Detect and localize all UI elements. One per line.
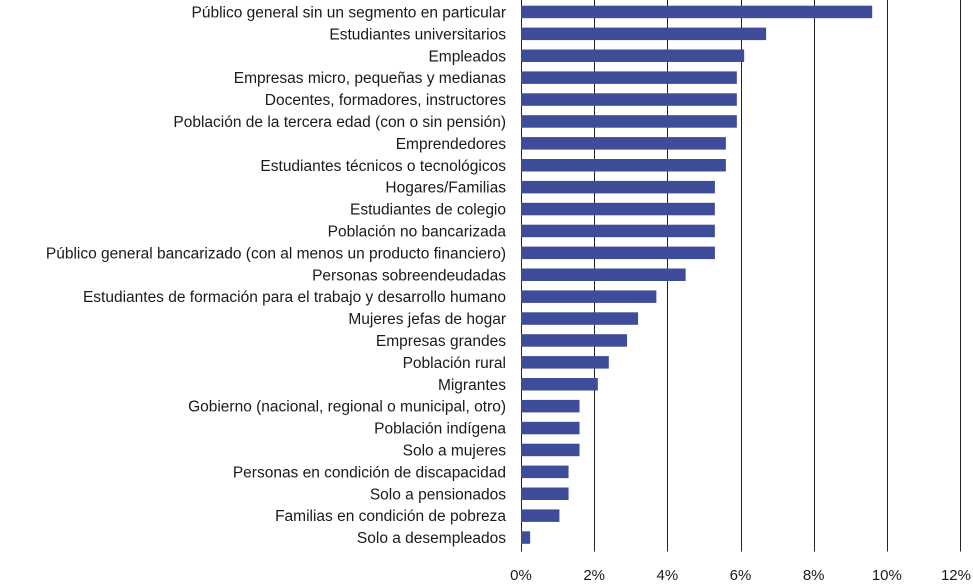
x-tick-label: 12%	[941, 567, 971, 584]
category-label: Estudiantes de formación para el trabajo…	[83, 289, 506, 306]
category-label: Empresas grandes	[376, 333, 506, 350]
bar	[521, 49, 745, 62]
bar	[521, 356, 609, 369]
category-labels: Público general sin un segmento en parti…	[46, 4, 507, 547]
bar	[521, 27, 767, 41]
bar	[521, 202, 715, 216]
bar	[521, 509, 560, 522]
bar	[521, 378, 598, 391]
category-label: Solo a mujeres	[403, 442, 507, 459]
category-label: Docentes, formadores, instructores	[265, 92, 506, 109]
bar	[521, 246, 715, 260]
bar	[521, 137, 726, 150]
bar	[521, 268, 686, 281]
bar	[521, 531, 531, 544]
bar	[521, 334, 628, 347]
bar	[521, 399, 580, 413]
category-label: Público general bancarizado (con al meno…	[46, 245, 506, 262]
category-label: Solo a pensionados	[370, 486, 506, 503]
category-label: Público general sin un segmento en parti…	[192, 4, 507, 21]
category-label: Mujeres jefas de hogar	[348, 311, 506, 328]
category-label: Población indígena	[374, 421, 506, 438]
bar	[521, 159, 726, 172]
bar	[521, 312, 639, 325]
category-label: Empresas micro, pequeñas y medianas	[234, 70, 506, 87]
category-label: Migrantes	[438, 377, 506, 394]
category-label: Emprendedores	[396, 136, 507, 153]
category-label: Población de la tercera edad (con o sin …	[173, 114, 506, 131]
category-label: Población rural	[403, 355, 506, 372]
category-label: Solo a desempleados	[357, 530, 506, 547]
bar	[521, 5, 873, 19]
bar	[521, 487, 569, 500]
bar	[521, 224, 715, 238]
bar	[521, 421, 580, 435]
bar	[521, 71, 737, 84]
x-tick-label: 2%	[583, 567, 605, 584]
bars	[521, 5, 873, 544]
category-label: Empleados	[428, 48, 506, 65]
bar	[521, 290, 657, 303]
category-label: Personas sobreendeudadas	[312, 267, 506, 284]
category-label: Estudiantes universitarios	[329, 26, 506, 43]
bar	[521, 115, 737, 128]
x-tick-label: 8%	[803, 567, 825, 584]
category-label: Estudiantes de colegio	[350, 202, 506, 219]
category-label: Familias en condición de pobreza	[275, 508, 506, 525]
x-tick-label: 0%	[510, 567, 532, 584]
x-tick-label: 6%	[730, 567, 752, 584]
category-label: Población no bancarizada	[328, 223, 507, 240]
x-axis-tick-labels: 0% 2% 4% 6% 8% 10% 12%	[510, 567, 971, 584]
x-tick-label: 10%	[872, 567, 902, 584]
bar	[521, 93, 737, 106]
category-label: Personas en condición de discapacidad	[233, 464, 506, 481]
category-label: Estudiantes técnicos o tecnológicos	[260, 158, 506, 175]
bar	[521, 180, 715, 194]
bar	[521, 443, 580, 457]
category-label: Hogares/Familias	[385, 180, 506, 197]
bar	[521, 465, 569, 479]
x-tick-label: 4%	[656, 567, 678, 584]
category-label: Gobierno (nacional, regional o municipal…	[188, 399, 506, 416]
